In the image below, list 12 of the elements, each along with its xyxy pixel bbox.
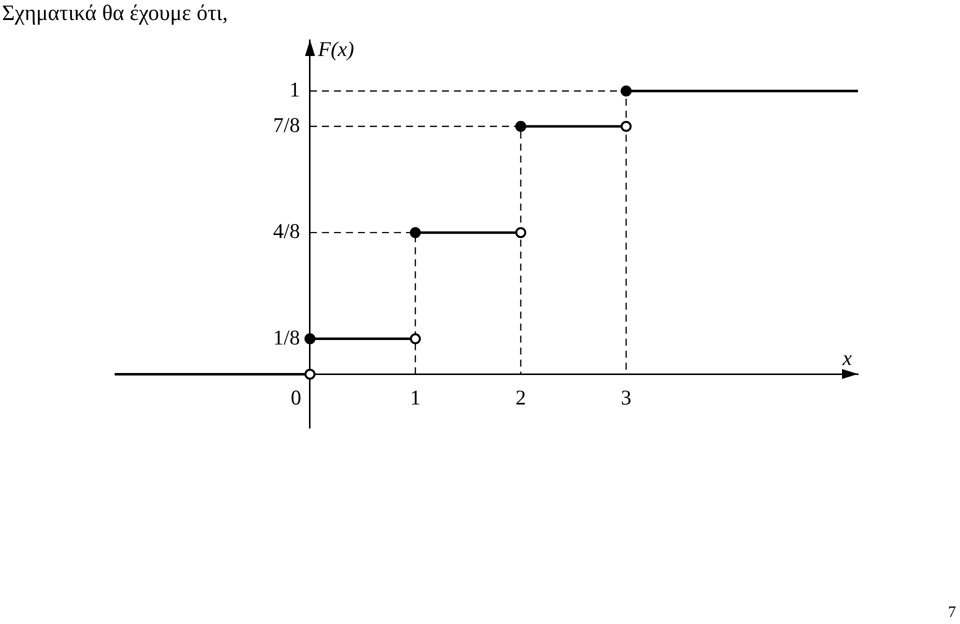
x-tick-label: 0	[290, 385, 302, 410]
x-axis-title: x	[842, 346, 853, 370]
x-tick-label: 1	[410, 385, 421, 410]
y-tick-label: 1	[289, 77, 300, 102]
text: 7	[948, 604, 956, 622]
y-tick-label: 7/8	[273, 112, 300, 137]
x-tick-label: 2	[516, 385, 526, 410]
y-tick-label: 1/8	[273, 325, 300, 350]
y-tick-label: 4/8	[273, 219, 300, 244]
chart-title: Σχηματικά θα έχουμε ότι,	[2, 0, 228, 26]
y-axis-title: F(x)	[316, 37, 354, 61]
x-tick-label: 3	[620, 385, 632, 410]
